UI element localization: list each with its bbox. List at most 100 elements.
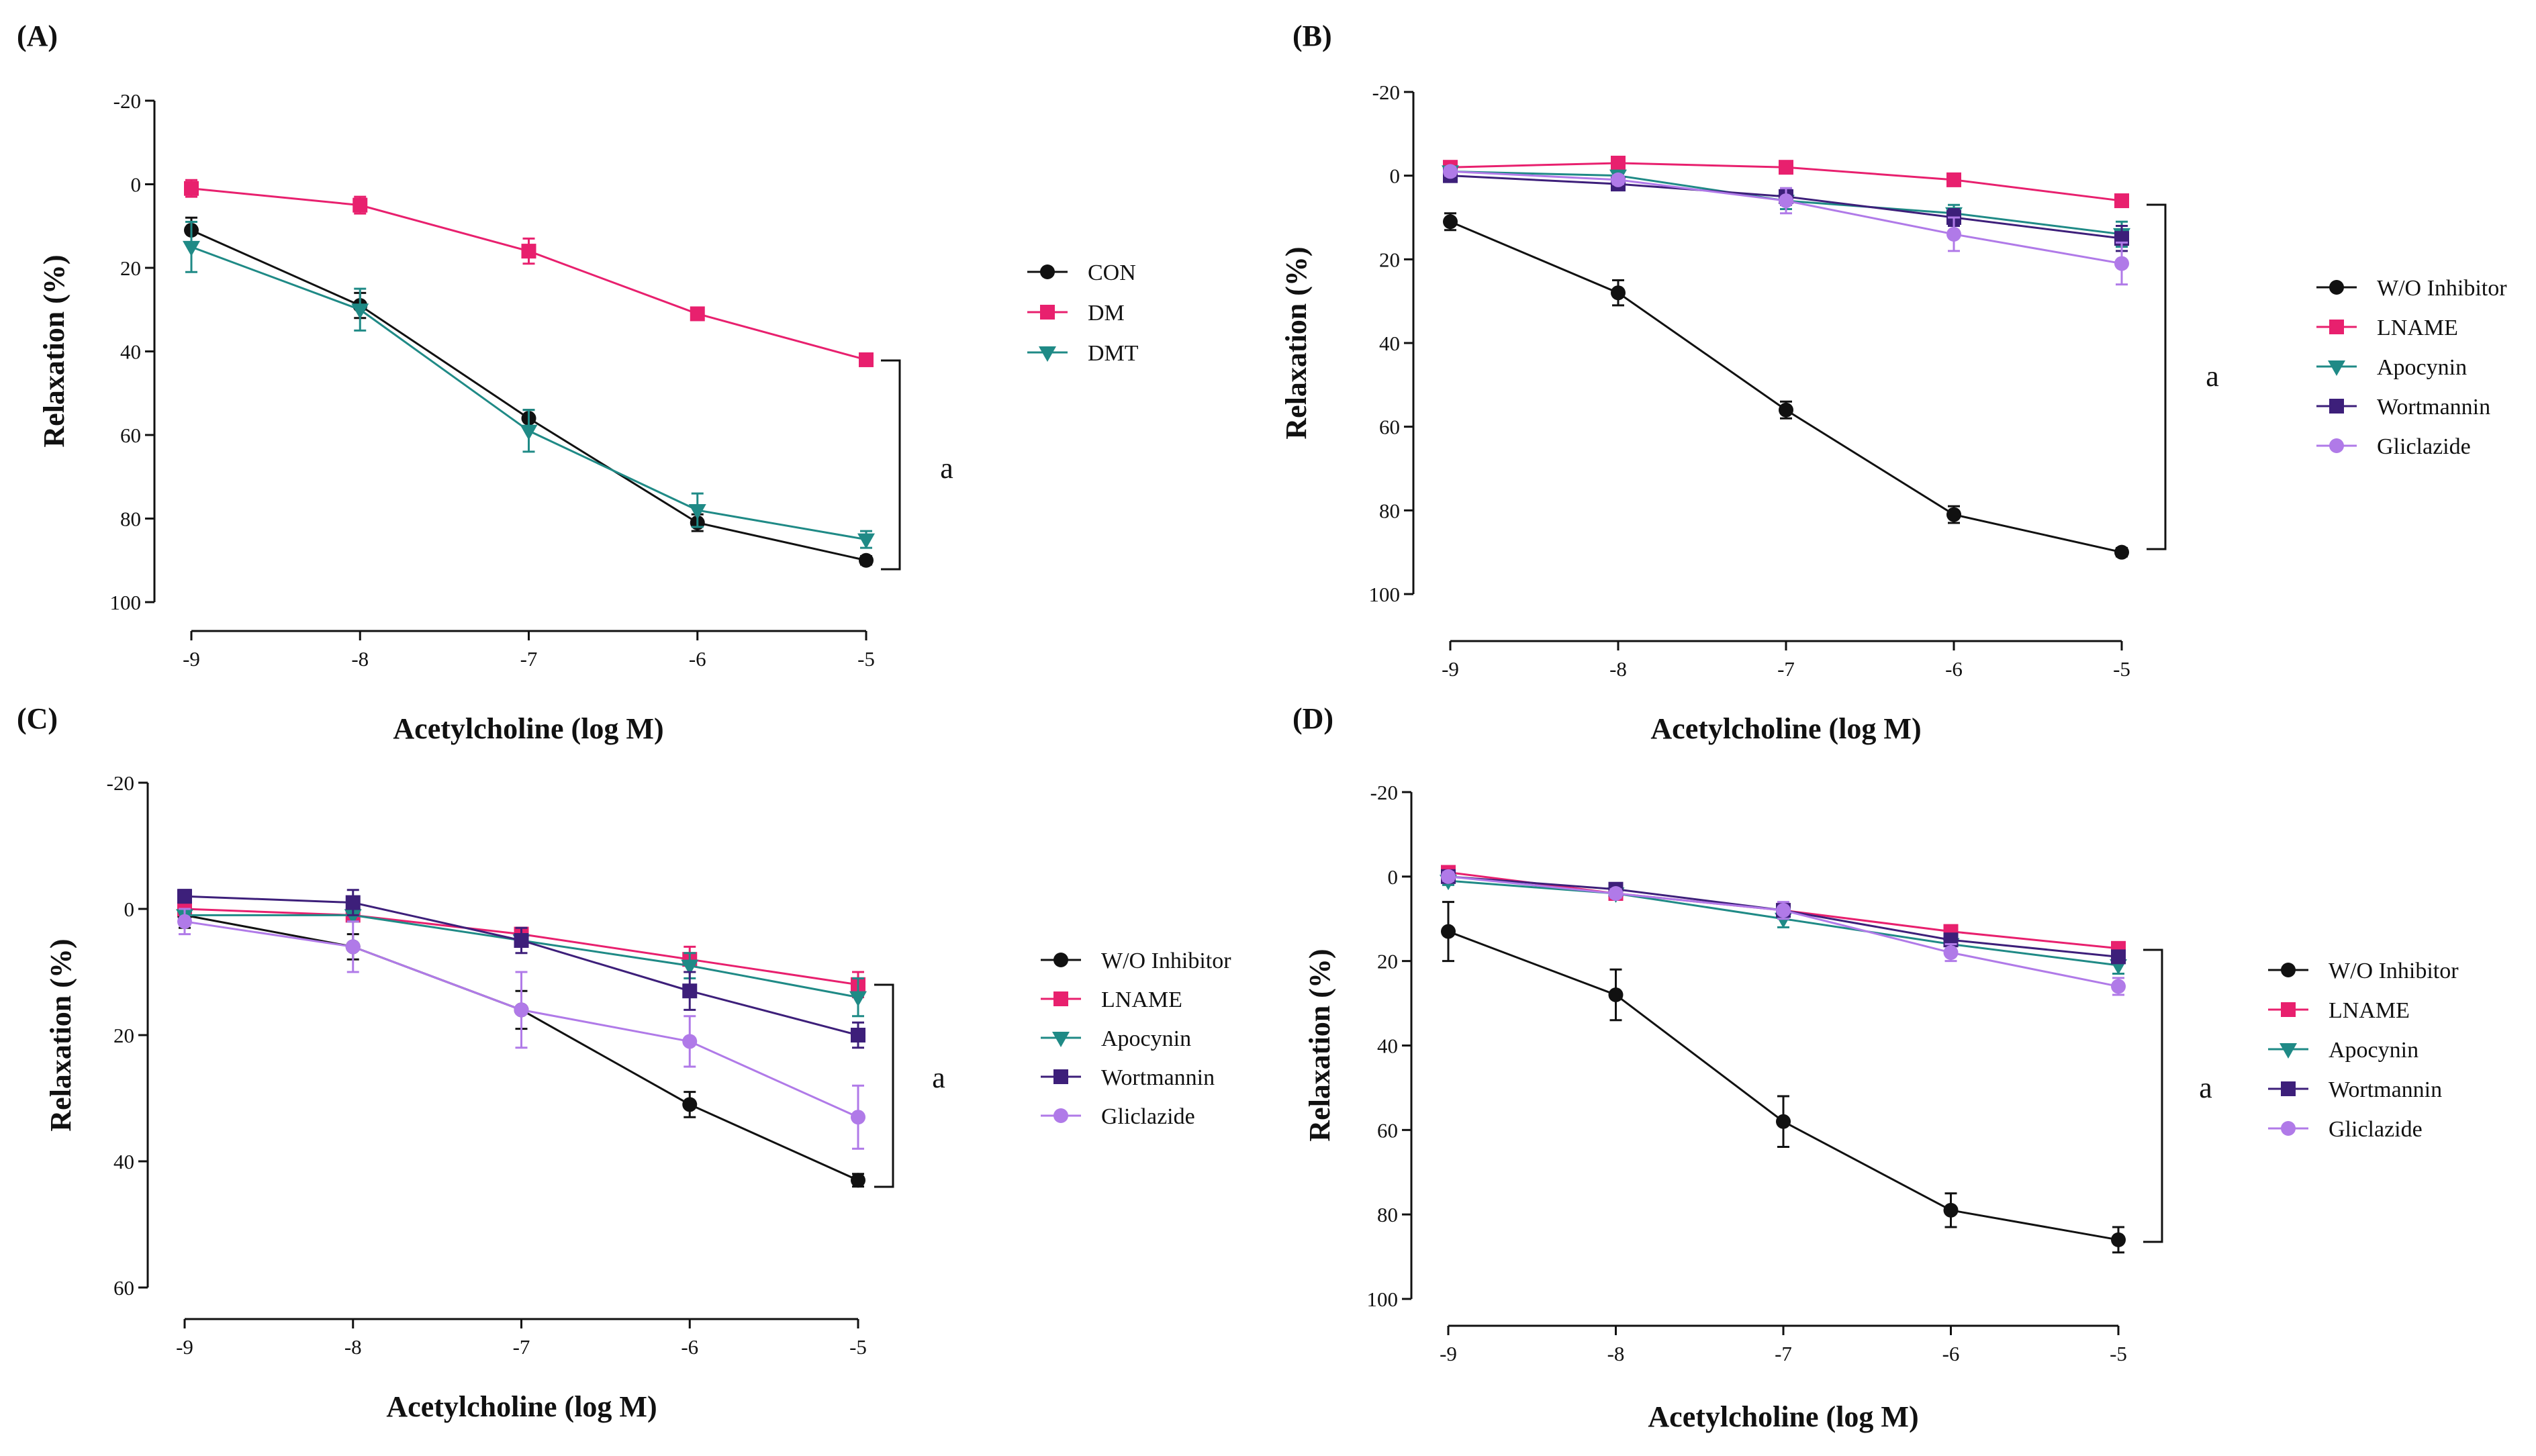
y-axis-title: Relaxation (%) bbox=[1303, 949, 1336, 1141]
series-w-o-inhibitor-point bbox=[1608, 987, 1624, 1002]
series-lname-point bbox=[2114, 193, 2129, 209]
series-wortmannin-point bbox=[177, 889, 192, 904]
series-gliclazide-point bbox=[345, 939, 361, 955]
series-w-o-inhibitor-point bbox=[851, 1173, 865, 1188]
series-gliclazide-point bbox=[1443, 164, 1458, 179]
y-tick-label: -20 bbox=[113, 89, 141, 113]
panel-label: (A) bbox=[17, 19, 58, 52]
series-lname-point bbox=[1946, 172, 1961, 187]
legend-apocynin-point bbox=[2328, 360, 2345, 376]
x-axis-title: Acetylcholine (log M) bbox=[1650, 712, 1921, 745]
series-lname bbox=[1443, 155, 2129, 209]
x-tick-label: -8 bbox=[344, 1335, 362, 1359]
legend: W/O Inhibitor LNAME Apocynin Wortmannin Glic… bbox=[2316, 276, 2507, 459]
x-tick-label: -9 bbox=[176, 1335, 193, 1359]
legend-dmt-point bbox=[1039, 346, 1056, 362]
legend-wortmannin-point bbox=[1053, 1069, 1068, 1084]
legend-w-o-inhibitor-label: W/O Inhibitor bbox=[2329, 959, 2459, 983]
series-apocynin-point bbox=[849, 991, 867, 1007]
significance-label: a bbox=[940, 452, 953, 485]
panel-d: (D) -20 0 20 40 60 80 100 -9 -8 -7 -6 -5 Acetylcholin… bbox=[1293, 702, 2459, 1433]
y-tick-label: 0 bbox=[1388, 865, 1399, 889]
y-tick-label: 80 bbox=[1379, 499, 1400, 522]
legend-w-o-inhibitor-point bbox=[1053, 953, 1068, 967]
legend-lname-label: LNAME bbox=[1101, 987, 1182, 1012]
series-w-o-inhibitor-line bbox=[1450, 220, 2122, 554]
series-dmt-point bbox=[351, 303, 369, 320]
x-axis-title: Acetylcholine (log M) bbox=[1648, 1400, 1918, 1433]
y-tick-label: 80 bbox=[120, 507, 141, 531]
series-dmt-point bbox=[183, 240, 200, 256]
x-tick-label: -8 bbox=[351, 647, 369, 671]
legend-dm-label: DM bbox=[1088, 301, 1125, 326]
series-dmt-point bbox=[688, 504, 706, 520]
y-tick-label: 60 bbox=[113, 1276, 134, 1300]
series-dmt-line bbox=[191, 246, 867, 541]
significance-label: a bbox=[2206, 360, 2219, 393]
series-wortmannin-point bbox=[851, 1028, 865, 1042]
legend-w-o-inhibitor-point bbox=[2281, 963, 2296, 977]
legend-lname-label: LNAME bbox=[2377, 316, 2458, 340]
y-tick-label: 0 bbox=[131, 173, 142, 197]
legend-apocynin-label: Apocynin bbox=[2377, 355, 2467, 380]
series-gliclazide-point bbox=[1611, 172, 1626, 187]
y-tick-label: 100 bbox=[110, 591, 142, 614]
series-wortmannin-point bbox=[2111, 949, 2126, 965]
x-tick-label: -7 bbox=[1777, 657, 1795, 681]
significance-label: a bbox=[2199, 1071, 2212, 1104]
x-tick-label: -5 bbox=[2113, 657, 2130, 681]
panel-a: (A) -20 0 20 40 60 80 100 -9 -8 -7 -6 -5 Acetylcholin… bbox=[17, 19, 1139, 745]
series-w-o-inhibitor-point bbox=[2111, 1232, 2126, 1247]
legend-lname-point bbox=[1053, 991, 1068, 1006]
legend-lname-label: LNAME bbox=[2329, 998, 2410, 1023]
x-tick-label: -8 bbox=[1609, 657, 1627, 681]
series-w-o-inhibitor-point bbox=[1946, 507, 1961, 522]
x-tick-label: -6 bbox=[681, 1335, 698, 1359]
series-gliclazide-point bbox=[177, 914, 192, 929]
legend-apocynin-point bbox=[2280, 1043, 2297, 1059]
y-tick-label: -20 bbox=[1372, 81, 1400, 104]
legend-dmt-label: DMT bbox=[1088, 341, 1139, 366]
legend-apocynin-label: Apocynin bbox=[2329, 1038, 2418, 1063]
panel-c: (C) -20 0 20 40 60 -9 -8 -7 -6 -5 Acetylcholine (lo… bbox=[17, 702, 1231, 1423]
significance-bracket bbox=[881, 359, 901, 571]
y-tick-label: 0 bbox=[1390, 164, 1401, 188]
series-dmt bbox=[183, 221, 875, 549]
legend: CON DM DMT bbox=[1027, 260, 1139, 366]
series-dm-line bbox=[191, 187, 867, 361]
series-lname-point bbox=[1611, 155, 1626, 171]
x-tick-label: -7 bbox=[520, 647, 538, 671]
series-dm bbox=[184, 179, 874, 367]
x-tick-label: -6 bbox=[1945, 657, 1963, 681]
significance-bracket bbox=[874, 983, 894, 1188]
x-tick-label: -5 bbox=[2110, 1342, 2127, 1365]
y-tick-label: 100 bbox=[1367, 1288, 1399, 1311]
x-axis-title: Acetylcholine (log M) bbox=[386, 1390, 657, 1423]
legend-wortmannin-label: Wortmannin bbox=[2377, 395, 2490, 420]
series-w-o-inhibitor-point bbox=[1443, 214, 1458, 230]
y-tick-label: -20 bbox=[1370, 781, 1398, 804]
series-dmt-point bbox=[857, 533, 875, 549]
panel-b: (B) -20 0 20 40 60 80 100 -9 -8 -7 -6 -5 Acetylcholin… bbox=[1280, 19, 2507, 745]
series-con-point bbox=[859, 552, 874, 568]
legend: W/O Inhibitor LNAME Apocynin Wortmannin Glic… bbox=[1041, 949, 1231, 1129]
series-gliclazide bbox=[177, 908, 865, 1150]
series-apocynin bbox=[1440, 875, 2127, 975]
series-gliclazide-point bbox=[851, 1110, 865, 1125]
legend-gliclazide-point bbox=[1053, 1108, 1068, 1123]
legend-dm-point bbox=[1040, 305, 1055, 320]
series-gliclazide-point bbox=[1779, 193, 1793, 209]
legend-w-o-inhibitor-point bbox=[2329, 280, 2344, 295]
series-apocynin-point bbox=[344, 909, 362, 925]
y-tick-label: 60 bbox=[1379, 416, 1400, 439]
x-tick-label: -5 bbox=[857, 647, 875, 671]
legend-gliclazide-label: Gliclazide bbox=[2377, 434, 2471, 459]
series-dm-point bbox=[859, 352, 874, 367]
series-gliclazide bbox=[1443, 164, 2129, 286]
legend-w-o-inhibitor-label: W/O Inhibitor bbox=[1101, 949, 1231, 973]
y-tick-label: 100 bbox=[1369, 583, 1401, 606]
legend-gliclazide-label: Gliclazide bbox=[1101, 1104, 1195, 1129]
y-tick-label: 20 bbox=[1377, 950, 1398, 973]
significance-bracket bbox=[2143, 949, 2163, 1243]
